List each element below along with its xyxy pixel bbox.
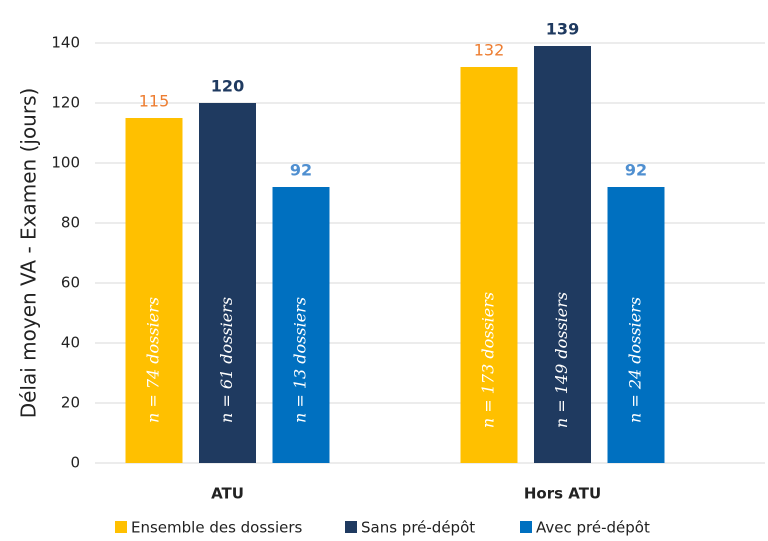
bar-annotation: n = 61 dossiers — [217, 297, 236, 423]
legend-label: Avec pré-dépôt — [536, 519, 650, 537]
bar — [272, 187, 330, 463]
legend-swatch — [115, 521, 127, 533]
value-label: 120 — [211, 77, 244, 96]
x-tick-label: Hors ATU — [524, 485, 601, 503]
legend-swatch — [345, 521, 357, 533]
bar-annotation: n = 74 dossiers — [144, 297, 163, 423]
y-tick-label: 100 — [51, 154, 80, 172]
value-label: 92 — [290, 161, 312, 180]
bar-annotation: n = 24 dossiers — [626, 297, 645, 423]
bar — [607, 187, 665, 463]
y-tick-label: 40 — [61, 334, 80, 352]
value-label: 139 — [546, 20, 579, 39]
bar-annotation: n = 13 dossiers — [291, 297, 310, 423]
y-tick-label: 120 — [51, 94, 80, 112]
bar — [125, 118, 183, 463]
legend-swatch — [520, 521, 532, 533]
y-tick-label: 80 — [61, 214, 80, 232]
value-label: 92 — [625, 161, 647, 180]
legend-label: Sans pré-dépôt — [361, 519, 475, 537]
bar — [199, 103, 256, 463]
y-axis-label: Délai moyen VA - Examen (jours) — [17, 88, 41, 419]
value-label: 115 — [139, 92, 170, 111]
bar — [460, 67, 518, 463]
y-tick-label: 20 — [61, 394, 80, 412]
bar-annotation: n = 173 dossiers — [479, 292, 498, 428]
y-tick-label: 60 — [61, 274, 80, 292]
x-tick-label: ATU — [211, 485, 244, 503]
bar-annotation: n = 149 dossiers — [552, 292, 571, 428]
y-tick-label: 140 — [51, 34, 80, 52]
y-tick-label: 0 — [70, 454, 80, 472]
legend-label: Ensemble des dossiers — [131, 519, 303, 537]
bar — [534, 46, 591, 463]
value-label: 132 — [474, 41, 505, 60]
